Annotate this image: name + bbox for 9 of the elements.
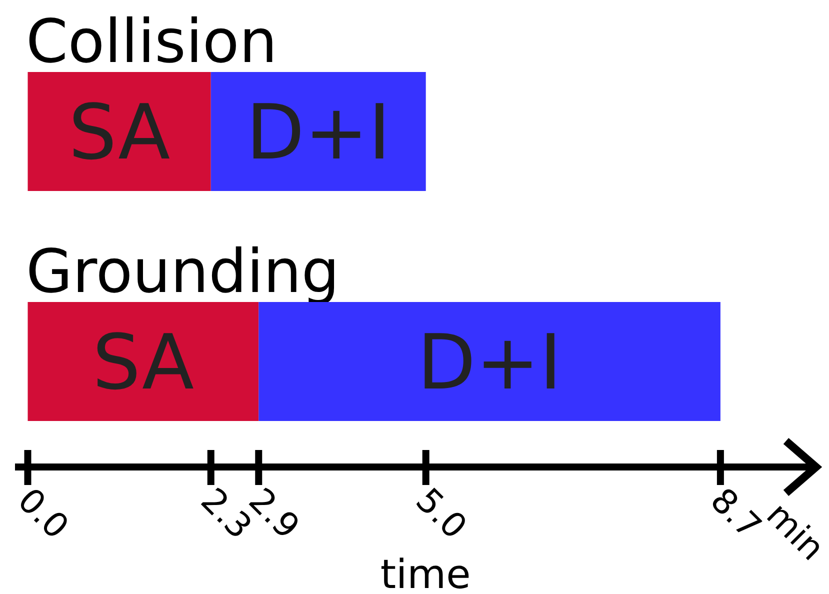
series-label: SA: [68, 88, 170, 176]
x-tick-label: 5.0: [408, 480, 474, 548]
x-axis-title: time: [380, 552, 471, 594]
x-tick-label: 0.0: [10, 480, 76, 548]
text: D+I: [417, 318, 562, 406]
series-label: D+I: [246, 88, 391, 176]
y-tick-label: Collision: [26, 7, 278, 77]
y-tick-label: Grounding: [26, 237, 340, 307]
text: SA: [92, 318, 194, 406]
